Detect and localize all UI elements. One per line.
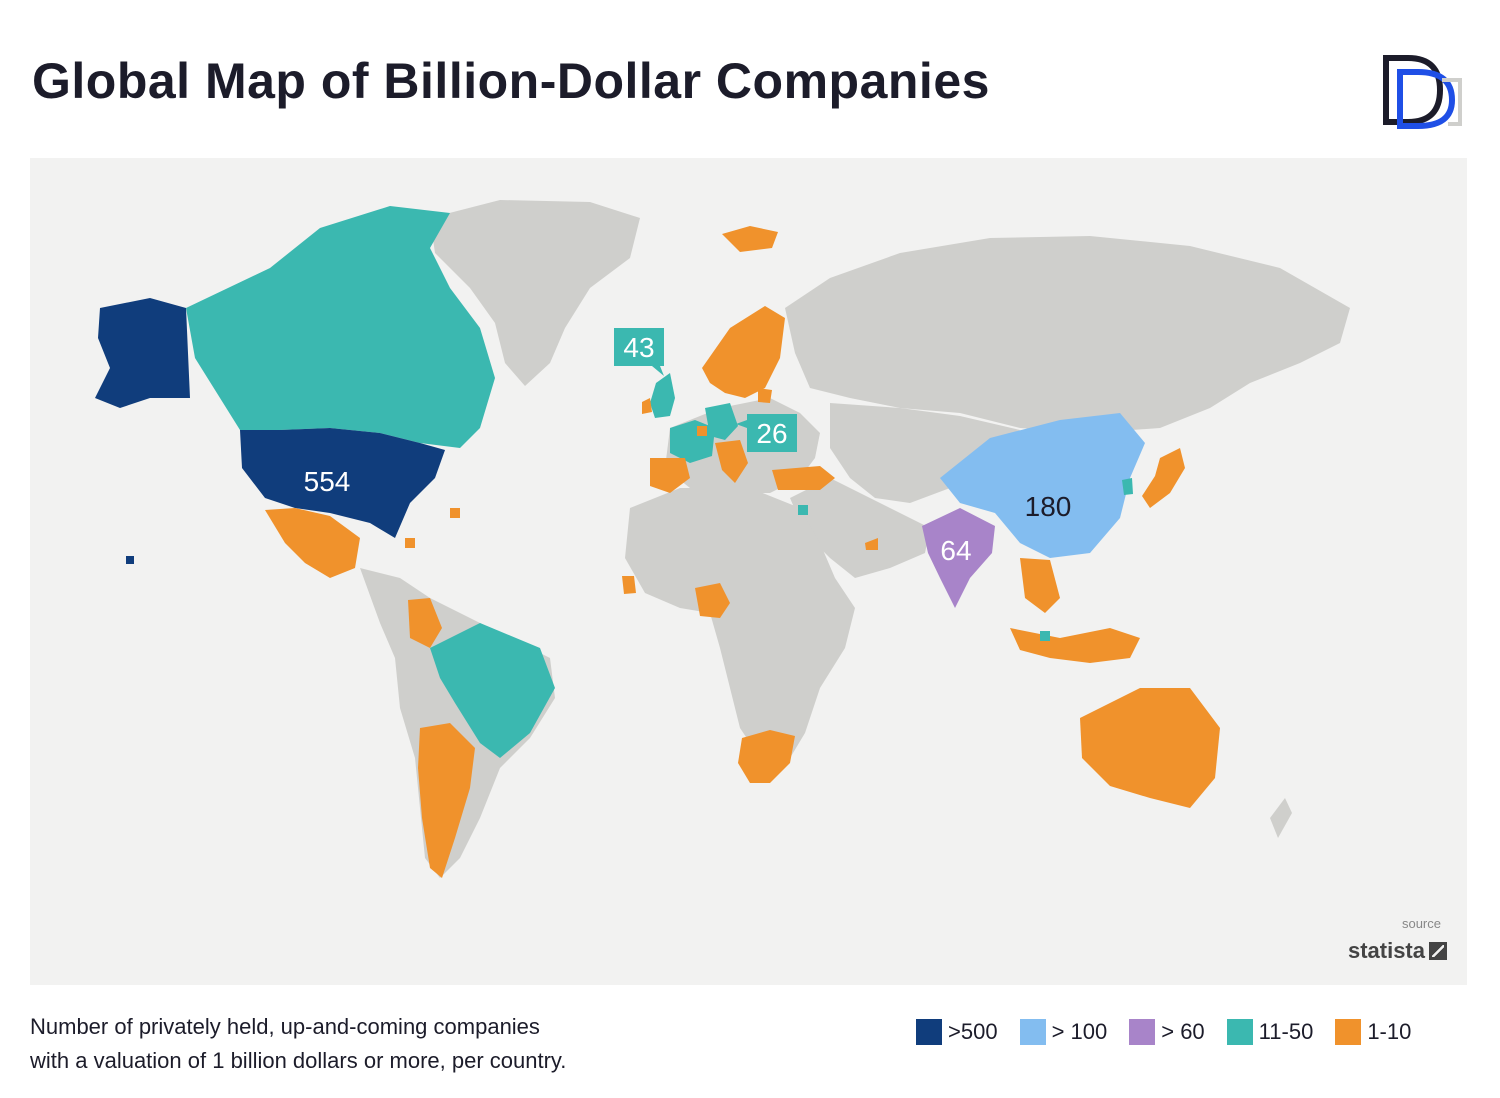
callout-usa: 554: [304, 466, 351, 497]
legend: >500 > 100 > 60 11-50 1-10: [916, 1019, 1411, 1045]
legend-label: 11-50: [1258, 1019, 1314, 1044]
country-russia: [785, 236, 1350, 433]
callout-usa-value: 554: [304, 466, 351, 497]
callout-india-value: 64: [940, 535, 971, 566]
source-brand-name: statista: [1347, 938, 1425, 963]
callout-germany-box: [747, 414, 797, 452]
country-india: [922, 508, 995, 608]
country-switzerland: [697, 426, 707, 436]
world-map: 554 180 64 43 26: [95, 200, 1350, 878]
country-baltics: [758, 388, 772, 403]
state-alaska: [95, 298, 190, 408]
country-ghana: [622, 576, 636, 594]
state-hawaii: [126, 556, 134, 564]
caption-line-1: Number of privately held, up-and-coming …: [30, 1014, 540, 1039]
statista-icon: [1429, 942, 1447, 960]
country-ireland: [642, 398, 652, 414]
callout-uk: 43: [614, 328, 664, 376]
country-germany: [705, 403, 738, 440]
callout-india: 64: [940, 535, 971, 566]
country-colombia: [408, 598, 442, 648]
legend-label: > 100: [1051, 1019, 1108, 1044]
country-scandinavia: [702, 306, 785, 398]
callout-china-value: 180: [1025, 491, 1072, 522]
legend-swatch: [1335, 1019, 1362, 1045]
legend-item: 1-10: [1335, 1019, 1411, 1045]
legend-swatch: [1226, 1019, 1253, 1045]
country-south-korea: [1122, 478, 1133, 495]
territory-bermuda: [450, 508, 460, 518]
callout-uk-box: [614, 328, 664, 366]
legend-swatch: [1019, 1019, 1046, 1045]
country-australia: [1080, 688, 1220, 808]
country-brazil: [430, 623, 555, 758]
country-uae: [865, 538, 878, 550]
country-central-asia: [830, 403, 1020, 503]
country-middle-east: [790, 478, 930, 578]
country-spain: [650, 458, 690, 493]
legend-label: >500: [948, 1019, 998, 1044]
country-se-asia: [1020, 558, 1060, 613]
country-singapore: [1040, 631, 1050, 641]
legend-item: > 100: [1019, 1019, 1108, 1045]
country-usa: [240, 428, 445, 538]
world-map-panel: 554 180 64 43 26 source statista: [30, 158, 1467, 985]
country-mexico: [265, 508, 360, 578]
country-iceland: [722, 226, 778, 252]
country-uk: [650, 373, 675, 418]
country-greenland: [430, 200, 640, 386]
callout-china: 180: [1025, 491, 1072, 522]
legend-swatch: [1129, 1019, 1156, 1045]
country-turkey: [772, 466, 835, 490]
legend-item: >500: [916, 1019, 998, 1045]
legend-item: > 60: [1129, 1019, 1205, 1045]
country-new-zealand: [1270, 798, 1292, 838]
country-japan: [1142, 448, 1185, 508]
country-italy: [715, 440, 748, 483]
page-title: Global Map of Billion-Dollar Companies: [32, 53, 990, 109]
territory-caribbean: [405, 538, 415, 548]
map-caption: Number of privately held, up-and-coming …: [30, 1010, 566, 1078]
callout-germany-value: 26: [756, 418, 787, 449]
callout-germany: 26: [736, 414, 797, 452]
legend-label: > 60: [1161, 1019, 1205, 1044]
country-argentina-chile: [418, 723, 475, 878]
country-israel: [798, 505, 808, 515]
country-nigeria: [695, 583, 730, 618]
country-china: [940, 413, 1145, 558]
legend-swatch: [916, 1019, 942, 1045]
country-indonesia: [1010, 628, 1140, 663]
brand-logo: [1383, 55, 1462, 129]
country-canada: [186, 206, 495, 448]
source-label: source: [1401, 916, 1441, 931]
legend-item: 11-50: [1226, 1019, 1314, 1045]
legend-label: 1-10: [1367, 1019, 1412, 1044]
country-south-africa: [738, 730, 795, 783]
caption-line-2: with a valuation of 1 billion dollars or…: [30, 1048, 567, 1073]
source-brand: statista: [1348, 938, 1447, 964]
callout-uk-value: 43: [623, 332, 654, 363]
continent-africa: [625, 488, 855, 758]
